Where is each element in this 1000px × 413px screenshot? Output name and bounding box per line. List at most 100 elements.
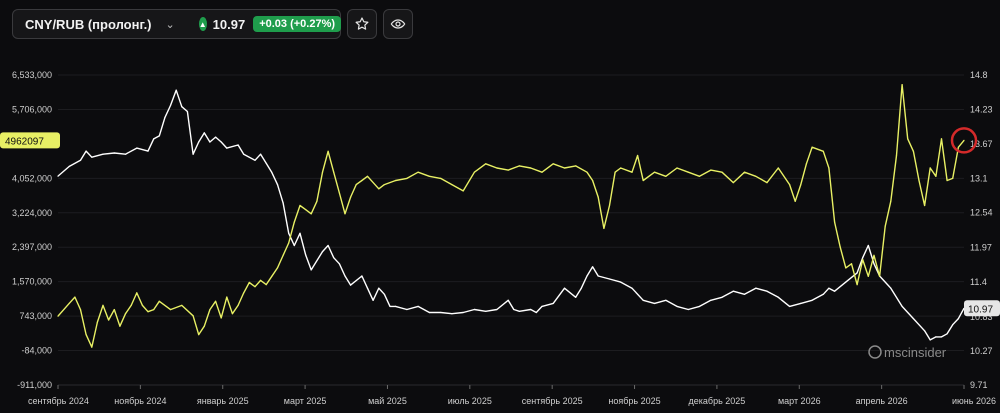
data-point (676, 167, 678, 169)
data-point (451, 313, 453, 315)
right-axis: 14.814.2313.6713.112.5411.9711.410.8310.… (970, 70, 993, 390)
x-tick-label: июнь 2026 (952, 396, 996, 406)
data-point (209, 141, 211, 143)
data-point (541, 171, 543, 173)
data-point (890, 200, 892, 202)
visibility-button[interactable] (383, 9, 413, 39)
data-point (395, 179, 397, 182)
data-point (828, 287, 830, 289)
data-point (158, 135, 160, 137)
data-point (642, 179, 644, 182)
data-point (929, 339, 931, 341)
left-last-value-badge (0, 132, 60, 149)
x-tick-label: июль 2025 (448, 396, 492, 406)
data-point (293, 221, 295, 223)
data-point (518, 165, 521, 167)
x-tick-label: сентябрь 2025 (522, 396, 583, 406)
data-point (265, 284, 267, 286)
right-tick-label: 10.83 (970, 312, 993, 322)
data-point (822, 293, 824, 295)
data-point (79, 159, 82, 161)
data-point (254, 286, 256, 288)
data-point (552, 163, 554, 165)
x-tick-label: апрель 2026 (856, 396, 908, 406)
data-point (260, 279, 262, 281)
data-point (226, 296, 228, 298)
data-point (873, 254, 875, 256)
data-point (620, 281, 622, 283)
data-point (755, 287, 757, 289)
data-point (845, 281, 847, 283)
data-point (507, 299, 509, 301)
data-point (91, 156, 93, 158)
data-point (215, 136, 217, 138)
data-point (518, 310, 521, 312)
data-point (698, 175, 701, 177)
data-point (113, 309, 115, 311)
data-point (231, 313, 233, 315)
data-point (743, 171, 746, 173)
triangle-up-icon: ▲ (198, 17, 207, 31)
data-point (952, 177, 954, 179)
data-point (169, 104, 172, 107)
data-point (575, 165, 577, 167)
data-point (586, 171, 588, 173)
data-point (372, 299, 374, 301)
data-point (957, 318, 960, 320)
data-point (417, 305, 419, 307)
data-point (513, 308, 515, 311)
data-point (406, 308, 408, 311)
series-1 (57, 89, 965, 341)
right-last-value-badge (964, 300, 1000, 317)
series-2 (57, 84, 965, 348)
right-tick-label: 10.27 (970, 346, 993, 356)
data-point (192, 153, 194, 155)
data-point (237, 304, 239, 306)
right-tick-label: 11.97 (970, 242, 992, 252)
instrument-selector[interactable]: CNY/RUB (пролонг.) ⌄ ▲ 10.97 +0.03 (+0.2… (12, 9, 342, 39)
data-point (119, 325, 121, 327)
data-point (805, 163, 808, 165)
data-point (451, 184, 453, 186)
data-point (710, 169, 712, 171)
left-tick-label: 4,052,000 (12, 173, 52, 183)
data-point (563, 287, 566, 289)
data-point (102, 304, 104, 306)
price-change-badge: +0.03 (+0.27%) (253, 16, 342, 32)
data-point (366, 287, 369, 289)
right-tick-label: 14.8 (970, 70, 988, 80)
data-point (592, 179, 594, 182)
data-point (293, 244, 295, 247)
data-point (839, 246, 841, 248)
data-point (378, 188, 380, 190)
last-value-badges: 4962097 10.97 (0, 127, 1000, 317)
data-point (288, 232, 290, 234)
data-point (209, 309, 211, 311)
data-point (310, 213, 312, 215)
data-point (665, 299, 667, 301)
data-point (473, 308, 475, 311)
last-price: 10.97 (212, 16, 246, 32)
data-point (822, 150, 824, 152)
data-point (597, 196, 599, 198)
data-point (496, 308, 498, 311)
x-tick-label: ноябрь 2025 (608, 396, 660, 406)
data-point (850, 263, 853, 265)
data-point (203, 132, 205, 134)
data-point (124, 153, 127, 155)
data-point (248, 281, 250, 284)
data-point (175, 89, 177, 91)
eye-icon (390, 19, 406, 29)
data-point (299, 204, 301, 207)
data-point (676, 305, 678, 307)
data-point (631, 171, 633, 173)
data-point (721, 171, 723, 173)
data-point (226, 147, 228, 149)
data-point (901, 305, 903, 307)
data-point (473, 171, 475, 173)
x-tick-label: декабрь 2025 (689, 396, 746, 406)
favorite-button[interactable] (347, 9, 377, 39)
data-point (130, 304, 132, 306)
data-point (243, 292, 245, 294)
